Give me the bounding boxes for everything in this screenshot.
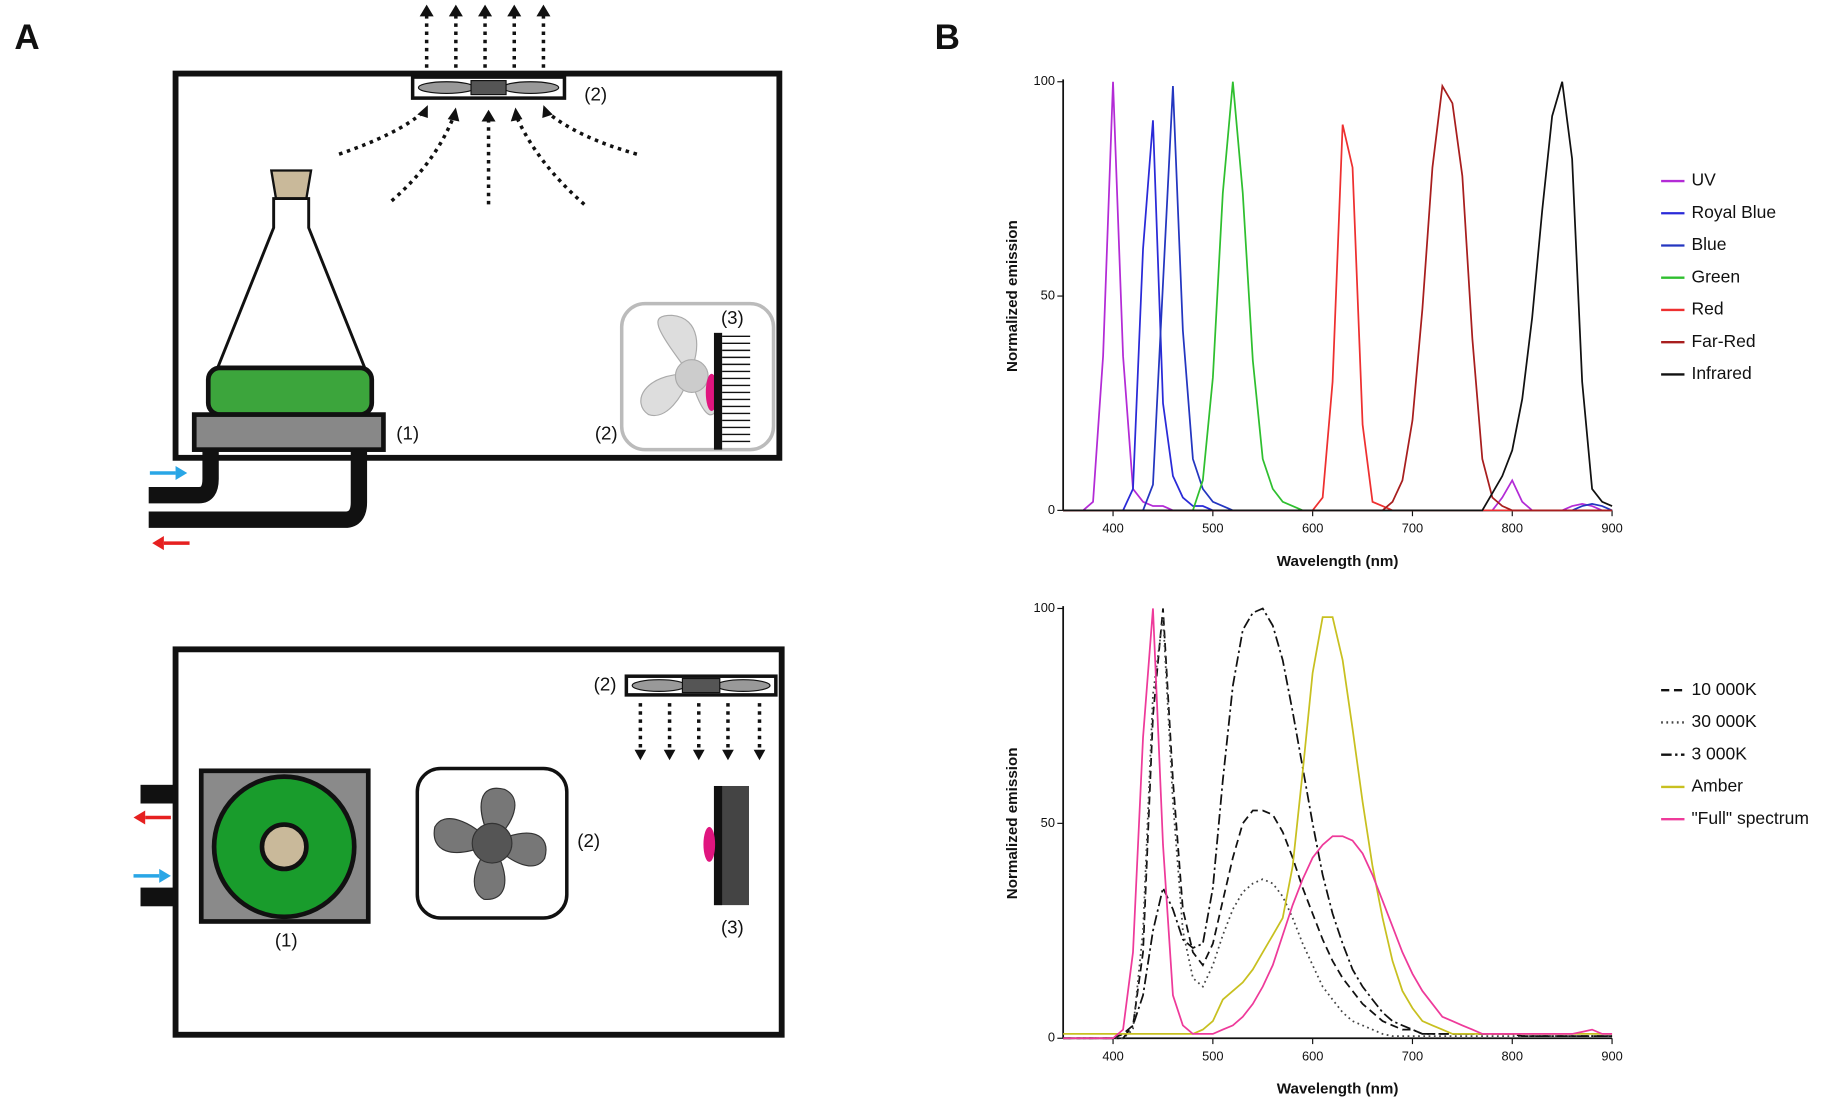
x-tick-label: 800 — [1502, 520, 1523, 535]
light-module — [703, 785, 749, 906]
legend-label: "Full" spectrum — [1691, 808, 1808, 828]
series-line — [1063, 83, 1613, 512]
top-view — [133, 646, 785, 1038]
y-tick-label: 50 — [1041, 287, 1055, 302]
component-label: (1) — [275, 929, 298, 950]
legend-label: Royal Blue — [1691, 202, 1776, 222]
cooling-tubes — [148, 449, 368, 551]
y-tick-label: 100 — [1034, 600, 1055, 615]
series-line — [1063, 124, 1613, 512]
top-fan — [624, 674, 778, 761]
series-line — [1063, 86, 1613, 512]
fan — [415, 766, 569, 920]
legend-label: 3 000K — [1691, 743, 1747, 763]
top-fan — [410, 75, 567, 100]
component-label: (1) — [396, 422, 419, 443]
chamber — [172, 70, 783, 461]
component-label: (2) — [584, 84, 607, 105]
x-tick-label: 400 — [1102, 1048, 1123, 1063]
panel-label: B — [935, 18, 960, 57]
series-line — [1063, 81, 1613, 512]
diagram-labels: (2) (1) (2) (3) (2) (2) (1) (3) — [275, 84, 744, 951]
x-tick-label: 900 — [1601, 1048, 1622, 1063]
component-label: (2) — [594, 673, 617, 694]
x-tick-label: 800 — [1502, 1048, 1523, 1063]
panel-label: A — [14, 18, 39, 57]
x-axis-label: Wavelength (nm) — [1277, 553, 1399, 570]
x-tick-label: 900 — [1601, 520, 1622, 535]
x-tick-label: 600 — [1302, 520, 1323, 535]
series-line — [1063, 81, 1613, 512]
legend-label: Far-Red — [1691, 331, 1755, 351]
legend-label: Blue — [1691, 234, 1726, 254]
stirrer-flask — [198, 768, 371, 924]
y-tick-label: 100 — [1034, 73, 1055, 88]
x-tick-label: 700 — [1402, 1048, 1423, 1063]
x-axis-label: Wavelength (nm) — [1277, 1081, 1399, 1098]
chamber — [172, 646, 785, 1038]
y-tick-label: 0 — [1048, 502, 1055, 517]
y-tick-label: 50 — [1041, 815, 1055, 830]
ports — [133, 784, 176, 907]
legend-label: Red — [1691, 299, 1723, 319]
y-tick-label: 0 — [1048, 1030, 1055, 1045]
x-tick-label: 500 — [1202, 1048, 1223, 1063]
flask — [191, 169, 386, 452]
series-line — [1063, 607, 1613, 1040]
component-label: (3) — [721, 916, 744, 937]
x-tick-label: 500 — [1202, 520, 1223, 535]
y-axis-label: Normalized emission — [1004, 747, 1021, 899]
legend-label: Green — [1691, 266, 1740, 286]
y-axis-label: Normalized emission — [1004, 220, 1021, 372]
x-tick-label: 400 — [1102, 520, 1123, 535]
component-label: (3) — [721, 307, 744, 328]
legend-label: UV — [1691, 170, 1716, 190]
x-tick-label: 600 — [1302, 1048, 1323, 1063]
component-label: (2) — [577, 830, 600, 851]
legend-label: Amber — [1691, 776, 1743, 796]
series-line — [1063, 617, 1613, 1040]
exhaust-arrows — [338, 4, 638, 206]
series-line — [1063, 81, 1613, 512]
legend-label: Infrared — [1691, 363, 1751, 383]
legend-label: 30 000K — [1691, 711, 1757, 731]
series-line — [1063, 120, 1613, 512]
component-label: (2) — [595, 422, 618, 443]
side-view — [148, 4, 783, 551]
series-line — [1063, 616, 1613, 1035]
series-line — [1063, 608, 1613, 1040]
legend-label: 10 000K — [1691, 679, 1757, 699]
x-tick-label: 700 — [1402, 520, 1423, 535]
light-module — [619, 301, 776, 452]
